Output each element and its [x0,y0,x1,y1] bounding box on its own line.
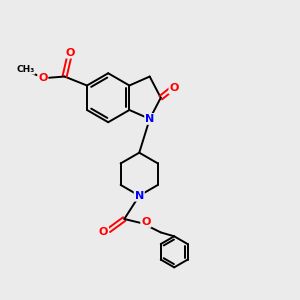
Text: O: O [38,73,47,83]
Text: CH₃: CH₃ [16,65,34,74]
Text: N: N [145,114,154,124]
Text: N: N [135,191,144,201]
Text: O: O [169,83,179,94]
Text: O: O [99,227,108,237]
Text: O: O [66,48,75,58]
Text: O: O [141,217,151,227]
